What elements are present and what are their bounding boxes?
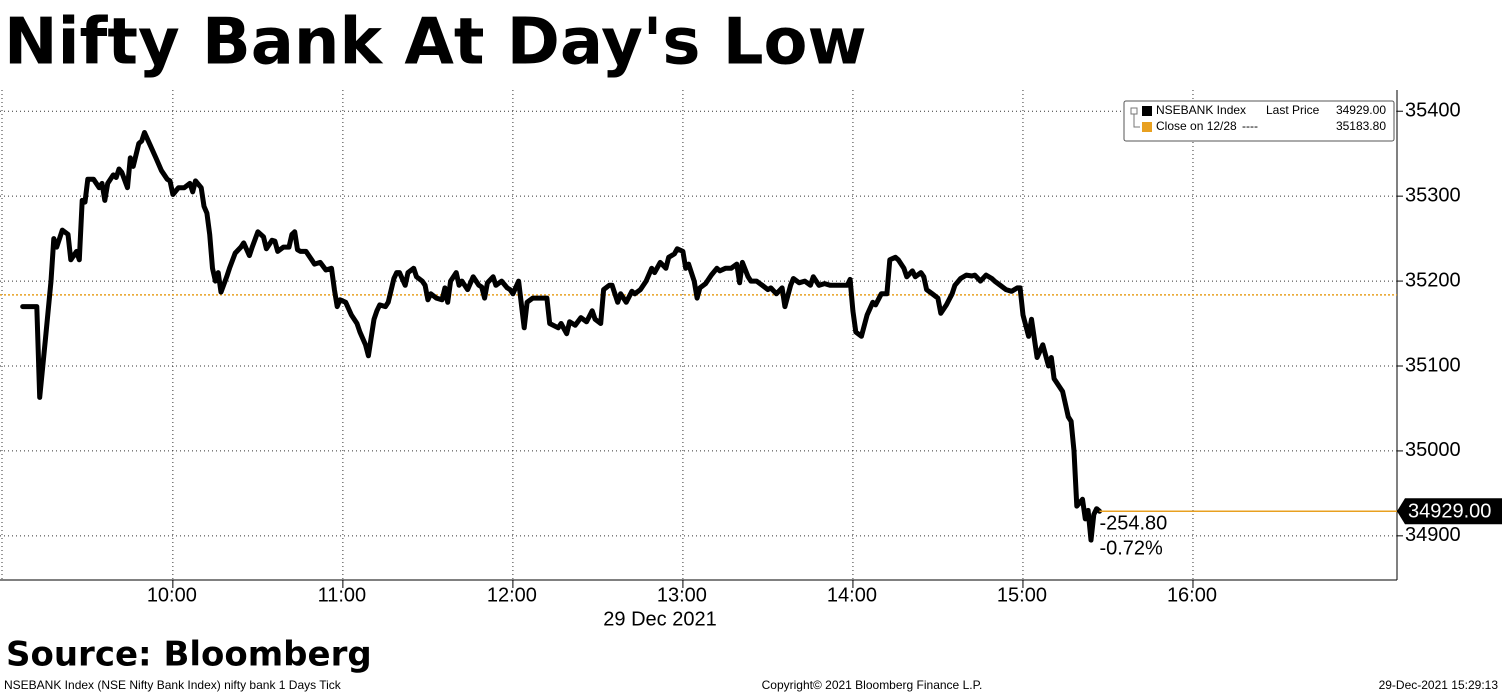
footer-center: Copyright© 2021 Bloomberg Finance L.P.	[762, 678, 983, 692]
x-tick-label: 13:00	[657, 584, 707, 606]
change-annotation: -0.72%	[1099, 537, 1163, 559]
y-tick-label: 35400	[1405, 100, 1461, 122]
legend-bracket	[1133, 111, 1140, 128]
legend-value: 34929.00	[1336, 103, 1386, 117]
x-axis-label: 29 Dec 2021	[603, 608, 716, 630]
legend-label: Close on 12/28	[1156, 119, 1237, 133]
price-line	[20, 130, 1102, 543]
footer-right: 29-Dec-2021 15:29:13	[1379, 678, 1499, 692]
legend-box	[1123, 100, 1395, 142]
x-tick-label: 14:00	[827, 584, 877, 606]
legend-swatch	[1142, 106, 1152, 116]
legend-value: 35183.80	[1336, 119, 1386, 133]
source: Source: Bloomberg	[6, 635, 372, 675]
change-annotation: -254.80	[1099, 512, 1167, 534]
last-price-label: 34929.00	[1408, 500, 1491, 522]
last-price-tag	[1397, 498, 1502, 525]
x-tick-label: 11:00	[318, 584, 367, 606]
y-tick-label: 35200	[1405, 269, 1461, 291]
x-tick-label: 16:00	[1167, 584, 1217, 606]
legend-label: NSEBANK Index	[1156, 103, 1246, 117]
y-tick-label: 34900	[1405, 524, 1461, 546]
legend-toggle	[1130, 107, 1138, 115]
legend-swatch	[1142, 122, 1152, 132]
legend-label: Last Price	[1266, 103, 1320, 117]
chart-title: Nifty Bank At Day's Low	[4, 6, 867, 80]
footer-left: NSEBANK Index (NSE Nifty Bank Index) nif…	[4, 678, 342, 692]
y-tick-label: 35100	[1405, 354, 1461, 376]
legend-label: ----	[1242, 119, 1258, 133]
x-tick-label: 10:00	[147, 584, 197, 606]
x-tick-label: 12:00	[487, 584, 537, 606]
y-tick-label: 35300	[1405, 184, 1461, 206]
y-tick-label: 35000	[1405, 439, 1461, 461]
x-tick-label: 15:00	[997, 584, 1047, 606]
